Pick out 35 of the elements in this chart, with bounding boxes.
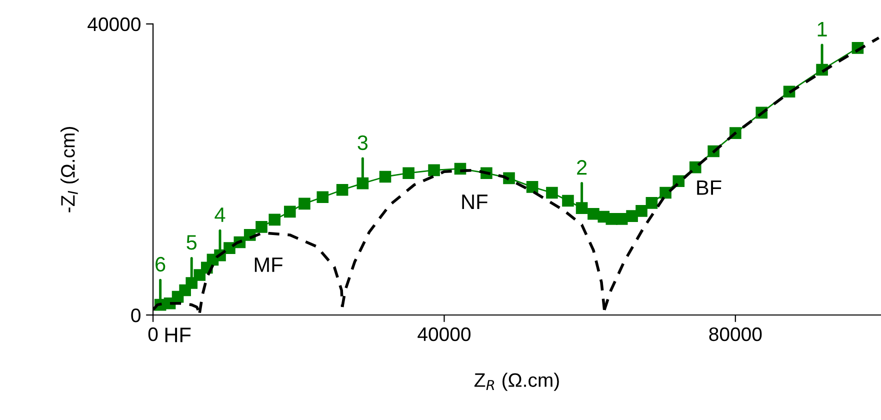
annotation: 2 <box>577 160 587 175</box>
point <box>606 213 618 225</box>
x-axis-title: Z$_{R}$ (Ω.cm) <box>474 372 559 391</box>
point <box>576 202 588 214</box>
point <box>268 214 281 226</box>
series-label: NF <box>462 194 488 209</box>
point <box>636 205 648 217</box>
point <box>428 164 440 176</box>
point <box>660 186 672 199</box>
point <box>588 208 600 220</box>
point <box>646 197 658 209</box>
point <box>336 184 348 196</box>
series-label: MF <box>254 258 282 272</box>
point <box>546 186 558 199</box>
point <box>402 167 414 180</box>
point <box>616 213 628 225</box>
x-tick-label: 40000 <box>418 327 470 342</box>
x-tick-label: 0 <box>148 327 158 342</box>
annotation: 3 <box>358 135 368 150</box>
point <box>379 170 392 183</box>
series-label: BF <box>697 180 722 195</box>
point <box>298 198 310 210</box>
point <box>356 177 369 190</box>
point <box>526 181 538 193</box>
annotation: 1 <box>818 22 827 36</box>
x-tick-label: 80000 <box>709 327 762 342</box>
point <box>256 221 268 233</box>
series-label: HF <box>165 328 191 342</box>
point <box>284 206 296 218</box>
annotation: 6 <box>156 256 166 272</box>
annotation: 5 <box>186 235 197 250</box>
y-axis-title: -Z$_{I}$ (Ω.cm) <box>60 127 79 212</box>
point <box>316 191 329 204</box>
point <box>562 194 574 207</box>
annotation: 4 <box>214 208 226 222</box>
